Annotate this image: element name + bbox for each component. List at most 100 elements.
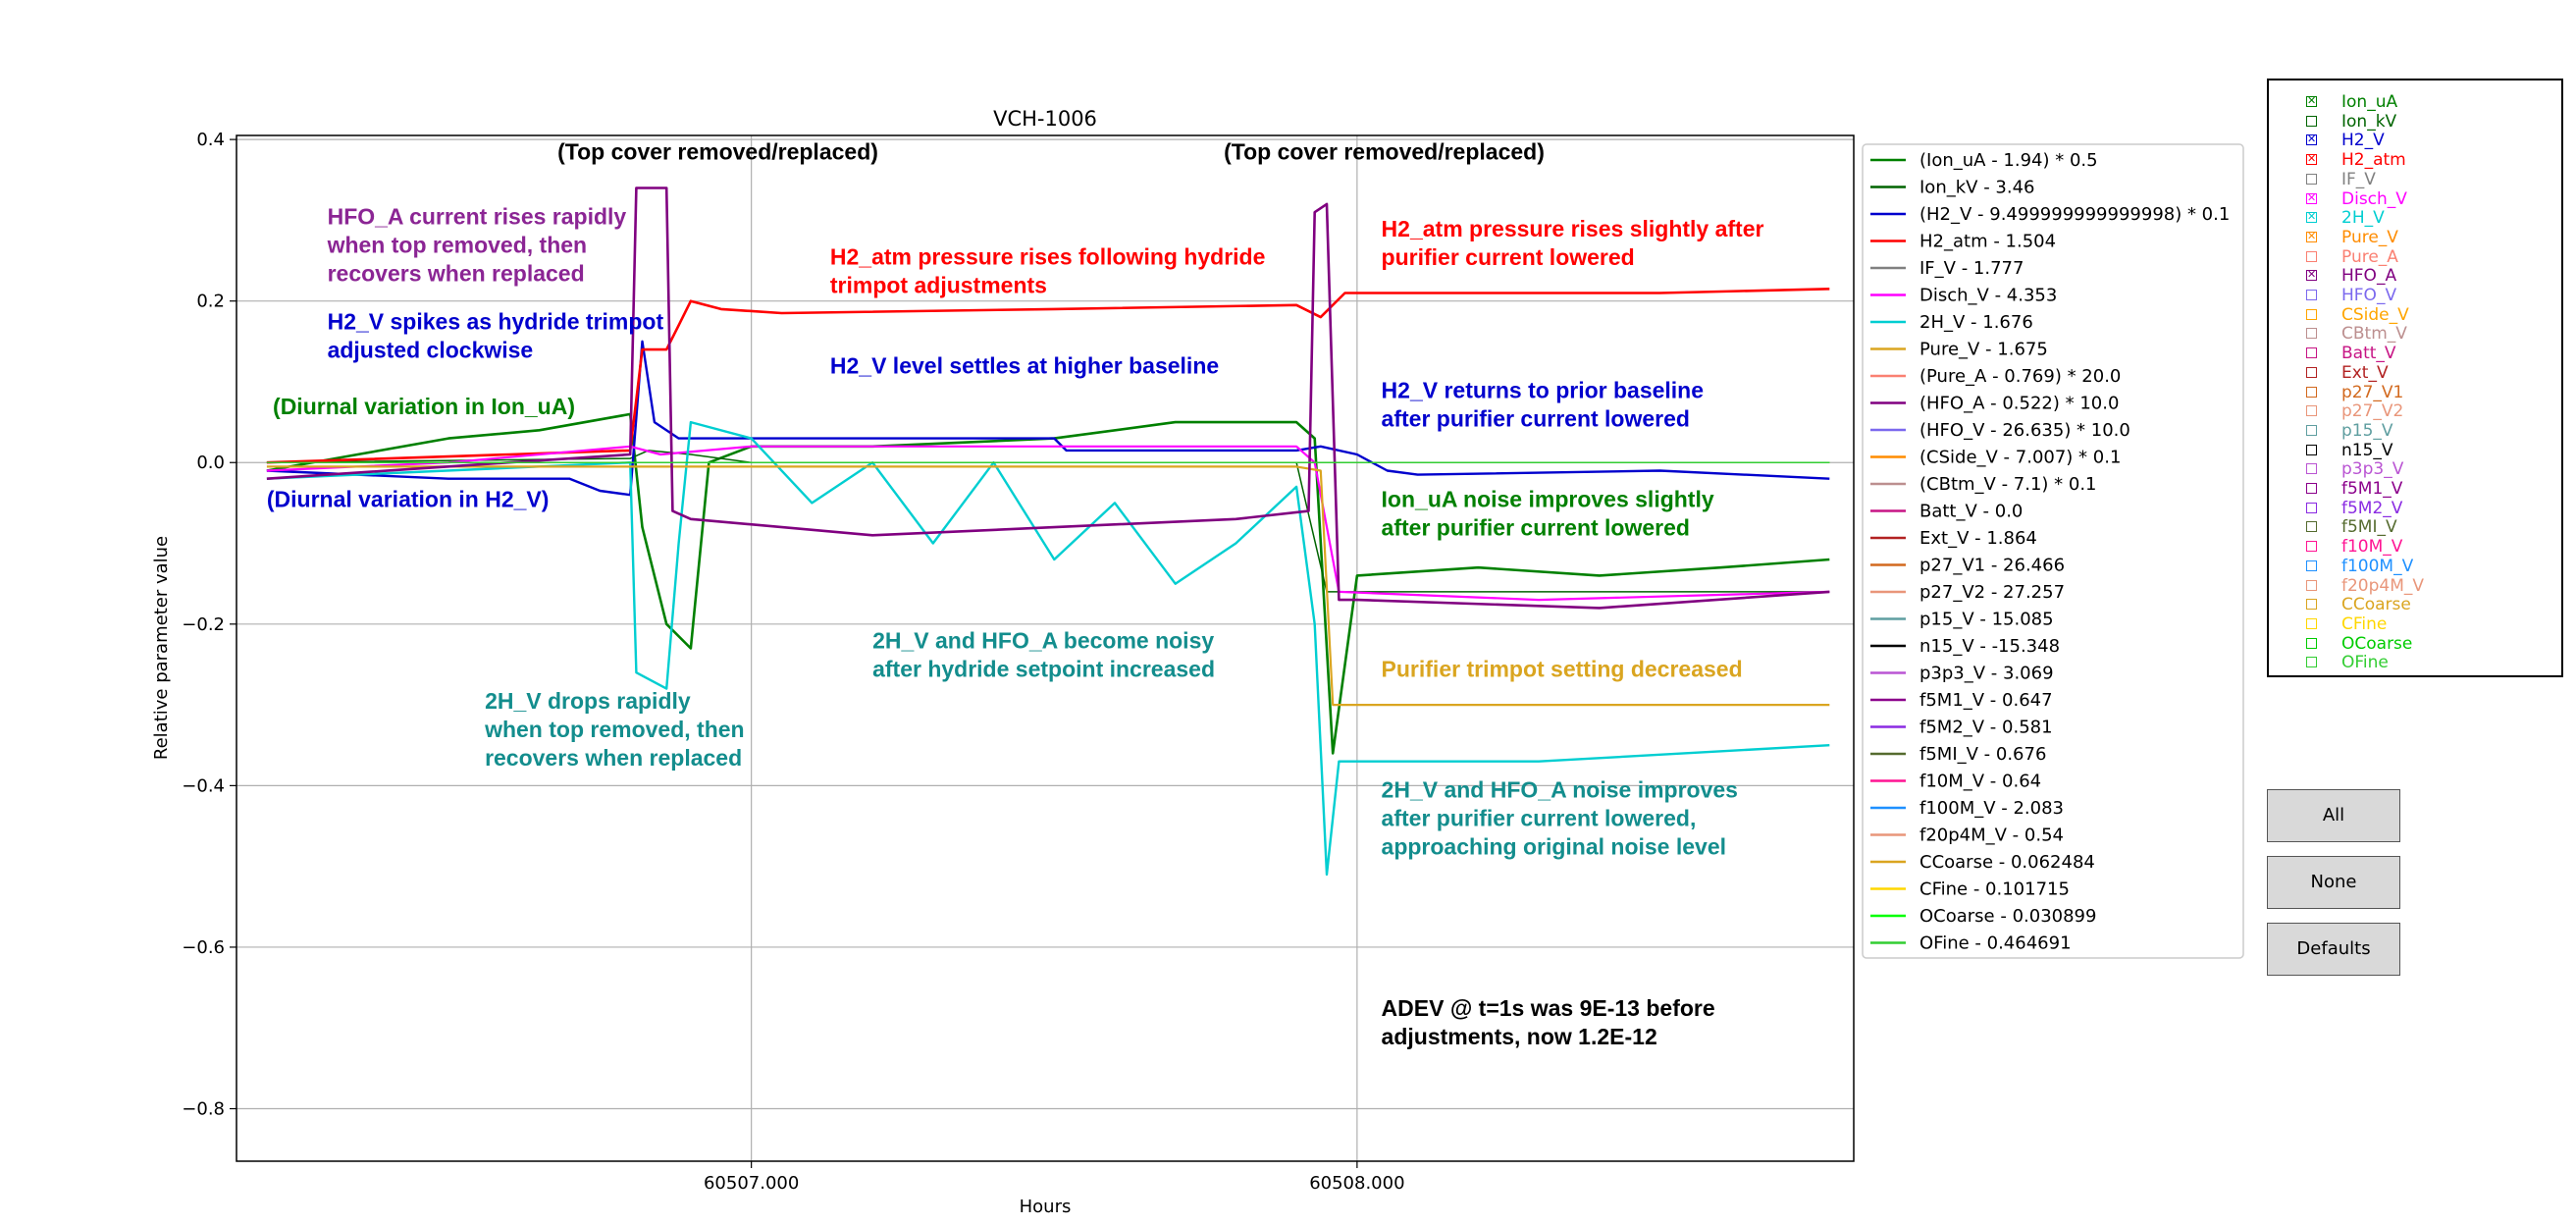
- unchecked-box-icon[interactable]: [2306, 250, 2317, 262]
- defaults-button[interactable]: Defaults: [2267, 923, 2400, 976]
- annotation-line: adjusted clockwise: [328, 337, 534, 362]
- checked-box-icon[interactable]: ✕: [2306, 229, 2317, 242]
- unchecked-box-icon[interactable]: [2306, 637, 2317, 649]
- annotation-line: 2H_V and HFO_A become noisy: [872, 628, 1214, 654]
- unchecked-box-icon[interactable]: [2306, 444, 2317, 455]
- annotation-line: (Top cover removed/replaced): [557, 139, 878, 165]
- series-checkbox-label: Pure_A: [2341, 246, 2398, 267]
- unchecked-box-icon[interactable]: [2306, 521, 2317, 533]
- annotation-line: (Diurnal variation in H2_V): [267, 487, 550, 512]
- legend-label: H2_atm - 1.504: [1919, 232, 2056, 252]
- y-tick-label: −0.6: [182, 937, 225, 958]
- legend-label: (CBtm_V - 7.1) * 0.1: [1919, 474, 2097, 495]
- annotation-line: recovers when replaced: [485, 745, 742, 771]
- checked-box-icon[interactable]: ✕: [2306, 133, 2317, 146]
- series-checkbox-label: Batt_V: [2341, 344, 2396, 364]
- legend-label: p3p3_V - 3.069: [1919, 664, 2054, 684]
- legend-label: p27_V2 - 27.257: [1919, 582, 2065, 603]
- legend-frame: [1862, 143, 2244, 959]
- series-checkbox-label: OFine: [2341, 653, 2389, 673]
- annotation-15: ADEV @ t=1s was 9E-13 before adjustments,…: [1382, 995, 1715, 1049]
- series-checkbox-label: n15_V: [2341, 440, 2393, 460]
- annotation-line: (Diurnal variation in Ion_uA): [273, 394, 575, 419]
- series-line-2: [266, 340, 1830, 497]
- legend-label: p27_V1 - 26.466: [1919, 556, 2065, 576]
- none-button[interactable]: None: [2267, 856, 2400, 909]
- unchecked-box-icon[interactable]: [2306, 559, 2317, 571]
- annotation-line: after purifier current lowered: [1382, 405, 1690, 431]
- series-checkbox-label: CBtm_V: [2341, 324, 2407, 345]
- legend-label: CFine - 0.101715: [1919, 879, 2070, 900]
- annotation-line: approaching original noise level: [1382, 834, 1726, 860]
- annotation-line: when top removed, then: [327, 233, 588, 258]
- annotation-line: after purifier current lowered,: [1382, 806, 1697, 831]
- annotation-line: H2_atm pressure rises following hydride: [830, 244, 1266, 270]
- unchecked-box-icon[interactable]: [2306, 599, 2317, 611]
- legend: (Ion_uA - 1.94) * 0.5 Ion_kV - 3.46 (H2_V …: [1862, 143, 2244, 959]
- unchecked-box-icon[interactable]: [2306, 366, 2317, 378]
- plot-frame: [236, 134, 1855, 1162]
- legend-label: Pure_V - 1.675: [1919, 340, 2048, 360]
- legend-label: 2H_V - 1.676: [1919, 312, 2033, 333]
- annotation-9: H2_V returns to prior baseline after puri…: [1382, 377, 1704, 431]
- series-line-9: [266, 186, 1830, 610]
- series-line-6: [266, 420, 1830, 877]
- annotation-3: H2_V spikes as hydride trimpot adjusted c…: [328, 308, 664, 362]
- unchecked-box-icon[interactable]: [2306, 541, 2317, 553]
- legend-label: (HFO_V - 26.635) * 10.0: [1919, 420, 2130, 441]
- unchecked-box-icon[interactable]: [2306, 173, 2317, 185]
- annotation-11: 2H_V and HFO_A become noisy after hydride…: [872, 628, 1215, 682]
- unchecked-box-icon[interactable]: [2306, 424, 2317, 436]
- legend-label: n15_V - -15.348: [1919, 636, 2060, 657]
- checked-box-icon[interactable]: ✕: [2306, 210, 2317, 224]
- unchecked-box-icon[interactable]: [2306, 657, 2317, 668]
- legend-label: (H2_V - 9.499999999999998) * 0.1: [1919, 204, 2230, 225]
- unchecked-box-icon[interactable]: [2306, 405, 2317, 417]
- series-checkbox-label: p27_V1: [2341, 382, 2404, 402]
- checked-box-icon[interactable]: ✕: [2306, 190, 2317, 204]
- legend-label: f5M2_V - 0.581: [1919, 718, 2053, 738]
- unchecked-box-icon[interactable]: [2306, 115, 2317, 127]
- unchecked-box-icon[interactable]: [2306, 483, 2317, 494]
- unchecked-box-icon[interactable]: [2306, 386, 2317, 398]
- checked-box-icon[interactable]: ✕: [2306, 268, 2317, 282]
- series-line-3: [266, 288, 1830, 464]
- series-checkbox-label: HFO_V: [2341, 286, 2397, 305]
- axis-ticks: 0.4 0.2 0.0 −0.2 −0.4 −0.6 −0.8 60507.000 60508.…: [182, 130, 1404, 1194]
- unchecked-box-icon[interactable]: [2306, 617, 2317, 629]
- unchecked-box-icon[interactable]: [2306, 347, 2317, 359]
- unchecked-box-icon[interactable]: [2306, 463, 2317, 475]
- y-tick-label: 0.0: [196, 453, 225, 473]
- annotation-line: recovers when replaced: [328, 261, 585, 287]
- unchecked-box-icon[interactable]: [2306, 328, 2317, 340]
- series-checkbox-label: OCoarse: [2341, 633, 2413, 654]
- legend-label: p15_V - 15.085: [1919, 610, 2054, 630]
- annotation-14: 2H_V and HFO_A noise improves after purif…: [1382, 777, 1738, 860]
- checked-box-icon[interactable]: ✕: [2306, 94, 2317, 107]
- series-checkbox-label: CSide_V: [2341, 304, 2409, 325]
- annotation-line: adjustments, now 1.2E-12: [1382, 1024, 1657, 1049]
- y-tick-label: 0.4: [196, 130, 225, 150]
- unchecked-box-icon[interactable]: [2306, 502, 2317, 513]
- unchecked-box-icon[interactable]: [2306, 579, 2317, 591]
- annotation-1: (Top cover removed/replaced): [1224, 139, 1545, 165]
- checked-box-icon[interactable]: ✕: [2306, 152, 2317, 166]
- legend-label: IF_V - 1.777: [1919, 258, 2024, 279]
- annotation-line: 2H_V and HFO_A noise improves: [1382, 777, 1738, 803]
- legend-label: Ext_V - 1.864: [1919, 528, 2037, 549]
- annotation-13: 2H_V drops rapidly when top removed, then…: [484, 688, 745, 771]
- annotation-0: (Top cover removed/replaced): [557, 139, 878, 165]
- annotation-5: (Diurnal variation in H2_V): [267, 487, 550, 512]
- series-checkbox-label: f5MI_V: [2341, 517, 2397, 538]
- series-checkbox-label: f100M_V: [2341, 556, 2414, 576]
- annotation-line: (Top cover removed/replaced): [1224, 139, 1545, 165]
- unchecked-box-icon[interactable]: [2306, 290, 2317, 300]
- all-button[interactable]: All: [2267, 789, 2400, 842]
- annotation-line: H2_V spikes as hydride trimpot: [328, 308, 664, 334]
- annotation-line: purifier current lowered: [1382, 244, 1635, 270]
- series-checkbox-label: p27_V2: [2341, 401, 2404, 422]
- y-tick-label: 0.2: [196, 292, 225, 312]
- series-checkbox-label: Ext_V: [2341, 362, 2389, 383]
- unchecked-box-icon[interactable]: [2306, 308, 2317, 320]
